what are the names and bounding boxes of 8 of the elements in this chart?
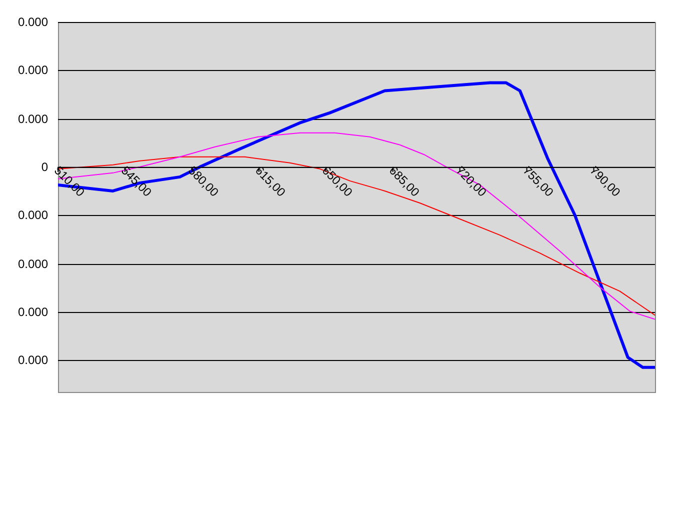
text: 0.000: [18, 352, 48, 367]
text: 0.000: [18, 256, 48, 271]
text: 0.000: [18, 304, 48, 319]
text: 0: [41, 160, 48, 174]
text: 0.000: [18, 62, 48, 77]
text: 0.000: [18, 208, 48, 222]
text: 0.000: [18, 112, 48, 126]
text: 0.000: [18, 14, 48, 29]
